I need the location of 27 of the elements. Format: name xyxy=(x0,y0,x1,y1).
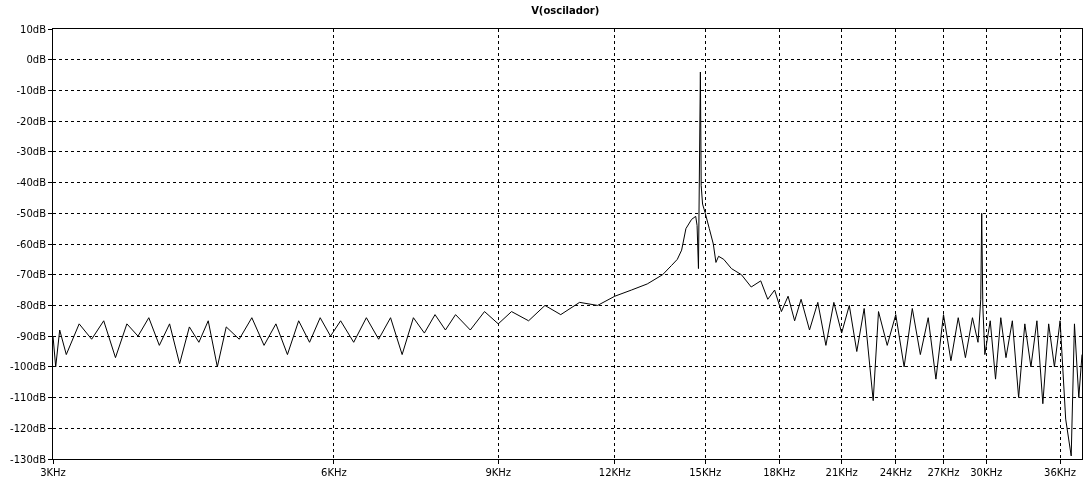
y-tick-label: -130dB xyxy=(10,453,47,465)
y-tick-label: -20dB xyxy=(16,115,47,127)
x-tick-label: 18KHz xyxy=(763,467,796,478)
x-tick-label: 30KHz xyxy=(970,467,1003,478)
y-tick-label: 10dB xyxy=(20,23,47,35)
y-tick-label: -110dB xyxy=(10,392,47,404)
y-tick-label: -30dB xyxy=(16,146,47,158)
chart-title: V(oscilador) xyxy=(531,5,600,17)
x-tick-label: 15KHz xyxy=(689,467,722,478)
x-tick-label: 24KHz xyxy=(879,467,912,478)
x-tick-label: 12KHz xyxy=(598,467,631,478)
x-tick-label: 21KHz xyxy=(825,467,858,478)
y-tick-label: -70dB xyxy=(16,269,47,281)
y-tick-label: -50dB xyxy=(16,207,47,219)
y-tick-label: -100dB xyxy=(10,361,47,373)
y-tick-label: -40dB xyxy=(16,177,47,189)
y-tick-label: 0dB xyxy=(26,54,47,66)
y-tick-label: -60dB xyxy=(16,238,47,250)
x-tick-label: 9KHz xyxy=(485,467,512,478)
x-tick-label: 36KHz xyxy=(1044,467,1077,478)
x-tick-label: 6KHz xyxy=(321,467,347,478)
y-tick-label: -120dB xyxy=(10,422,47,434)
x-tick-label: 27KHz xyxy=(927,467,960,478)
y-tick-label: -10dB xyxy=(16,84,47,96)
y-tick-label: -90dB xyxy=(16,330,47,342)
x-tick-label: 3KHz xyxy=(40,467,66,478)
y-tick-label: -80dB xyxy=(16,299,47,311)
